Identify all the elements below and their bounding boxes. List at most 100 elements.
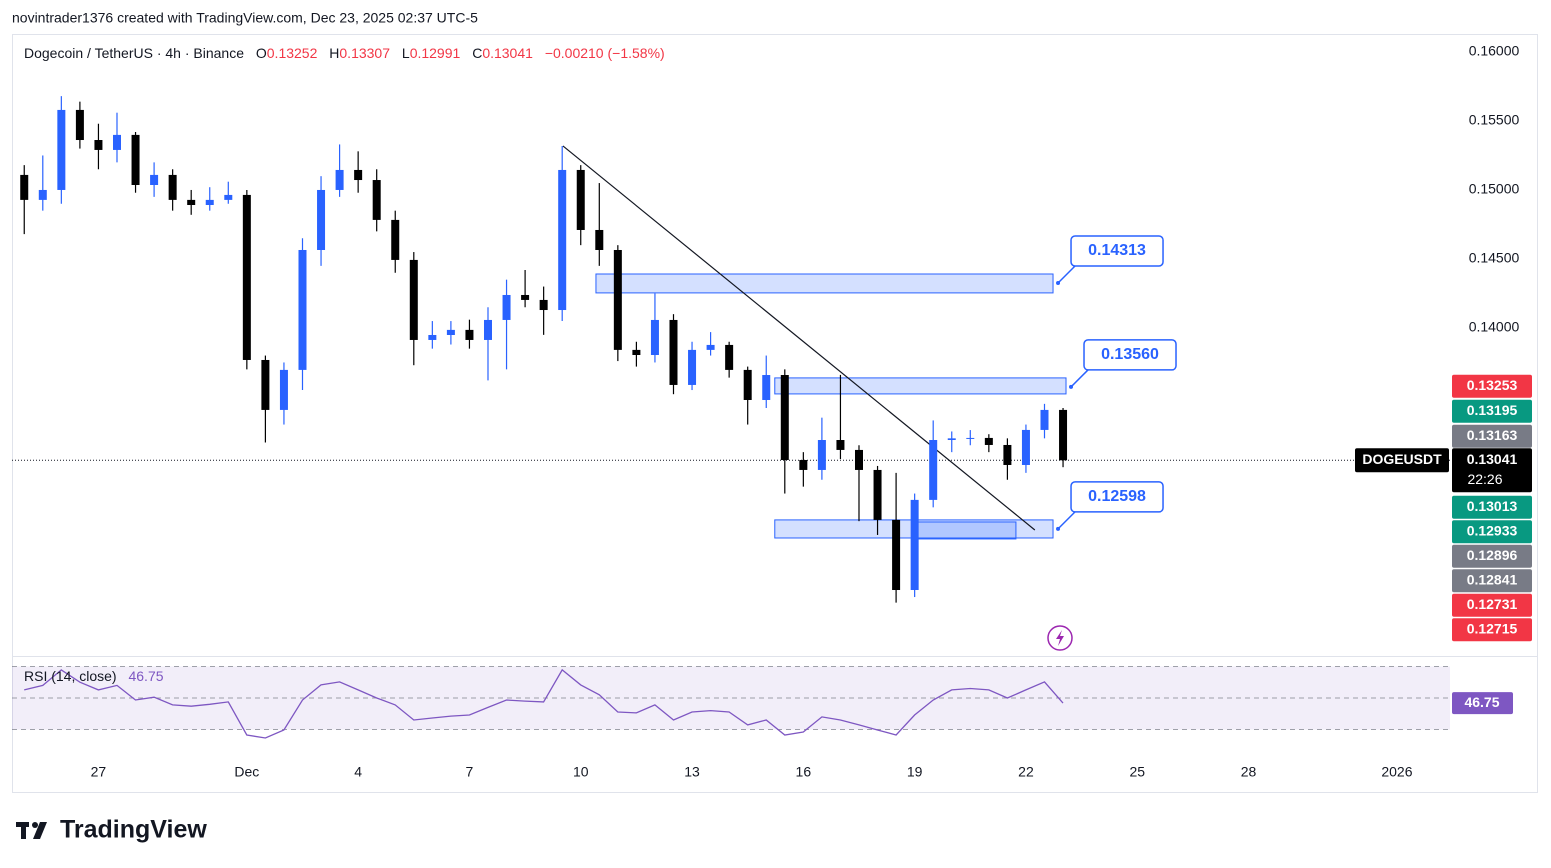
candle-body xyxy=(335,169,344,190)
candle-body xyxy=(317,189,326,250)
callout-label: 0.14313 xyxy=(1088,242,1146,259)
candle-body xyxy=(112,134,121,150)
x-tick-label: 10 xyxy=(573,764,589,780)
rsi-legend: RSI (14, close) 46.75 xyxy=(24,668,164,684)
x-tick-label: 27 xyxy=(91,764,107,780)
callout-label: 0.12598 xyxy=(1088,488,1146,505)
rsi-band xyxy=(12,666,1450,730)
ohlc-value: 0.13041 xyxy=(482,45,533,61)
candle-body xyxy=(780,375,789,461)
candle-body xyxy=(483,319,492,340)
candle-body xyxy=(205,199,214,206)
price-label: 0.13163 xyxy=(1467,427,1518,443)
rsi-title: RSI (14, close) xyxy=(24,668,117,684)
candle-body xyxy=(650,319,659,356)
callout-dot xyxy=(1069,384,1074,389)
price-label-bg xyxy=(1452,424,1532,448)
candle-body xyxy=(391,219,400,260)
candle-body xyxy=(1003,444,1012,465)
legend: Dogecoin / TetherUS · 4h · Binance O0.13… xyxy=(24,45,665,61)
callout-box xyxy=(1070,235,1164,267)
attribution: novintrader1376 created with TradingView… xyxy=(12,10,478,26)
rsi-badge: 46.75 xyxy=(1464,694,1499,710)
y-tick-label: 0.14000 xyxy=(1469,319,1520,335)
candle-body xyxy=(966,437,975,439)
x-tick-label: 13 xyxy=(684,764,700,780)
candle-body xyxy=(409,259,418,340)
candle-body xyxy=(502,294,511,320)
candle-body xyxy=(929,440,938,500)
rsi-value: 46.75 xyxy=(128,668,164,684)
zone xyxy=(595,273,1054,294)
candle-body xyxy=(372,180,381,220)
price-label: 0.12933 xyxy=(1467,522,1518,538)
candle-body xyxy=(892,519,901,591)
callout-label: 0.13560 xyxy=(1101,346,1159,363)
x-tick-label: 25 xyxy=(1129,764,1145,780)
candle-body xyxy=(38,189,47,200)
zone xyxy=(916,521,1017,540)
x-tick-label: 7 xyxy=(466,764,474,780)
candle-body xyxy=(75,109,84,141)
price-label: 0.13253 xyxy=(1467,377,1518,393)
ohlc-value: 0.13307 xyxy=(339,45,390,61)
countdown: 22:26 xyxy=(1467,471,1502,487)
candle-body xyxy=(706,344,715,350)
candle-body xyxy=(817,440,826,470)
candle-body xyxy=(428,334,437,340)
candle-body xyxy=(762,375,771,400)
price-label-bg xyxy=(1452,618,1532,642)
callout-dot xyxy=(1056,281,1061,286)
price-label: 0.12841 xyxy=(1467,571,1518,587)
candle-body xyxy=(799,460,808,470)
candle-body xyxy=(576,169,585,230)
x-tick-label: 2026 xyxy=(1381,764,1412,780)
price-label-bg xyxy=(1452,569,1532,593)
y-tick-label: 0.16000 xyxy=(1469,43,1520,59)
ohlc-label: L xyxy=(401,45,410,61)
tradingview-logo-mark xyxy=(16,822,47,839)
candle-body xyxy=(279,369,288,410)
price-label: 0.13013 xyxy=(1467,498,1518,514)
callout-box xyxy=(1070,481,1164,513)
candle-body xyxy=(688,349,697,385)
x-tick-label: 16 xyxy=(796,764,812,780)
price-label-bg xyxy=(1452,593,1532,617)
ohlc-label: C xyxy=(472,45,483,61)
last-price-label: 0.13041 xyxy=(1467,451,1518,467)
candle-body xyxy=(1059,409,1068,461)
lightning-icon xyxy=(1047,625,1073,651)
candle-body xyxy=(168,174,177,200)
candle-body xyxy=(984,437,993,445)
candle-body xyxy=(595,229,604,250)
symbol-tag: DOGEUSDT xyxy=(1362,451,1442,467)
ohlc-label: O xyxy=(255,45,267,61)
x-tick-label: 4 xyxy=(354,764,362,780)
candle-body xyxy=(539,299,548,311)
callout-dot xyxy=(1056,526,1061,531)
candle-body xyxy=(1040,409,1049,430)
price-label: 0.13195 xyxy=(1467,402,1518,418)
candle-body xyxy=(947,438,956,441)
price-label: 0.12731 xyxy=(1467,596,1518,612)
x-tick-label: 28 xyxy=(1241,764,1257,780)
candle-body xyxy=(94,140,103,150)
y-tick-label: 0.15000 xyxy=(1469,181,1520,197)
candle-body xyxy=(354,169,363,181)
x-tick-label: 19 xyxy=(907,764,923,780)
candle-body xyxy=(20,174,29,200)
zone xyxy=(774,377,1067,395)
price-label-bg xyxy=(1452,374,1532,398)
candle-body xyxy=(613,249,622,350)
rsi-line xyxy=(24,668,1064,739)
rsi-badge-bg xyxy=(1452,692,1513,715)
candle-body xyxy=(521,294,530,300)
ohlc-label: H xyxy=(329,45,340,61)
trendline xyxy=(562,145,1036,531)
candle-body xyxy=(446,329,455,335)
frame xyxy=(12,34,1538,793)
candle-body xyxy=(131,134,140,185)
ohlc-value: 0.12991 xyxy=(409,45,461,61)
